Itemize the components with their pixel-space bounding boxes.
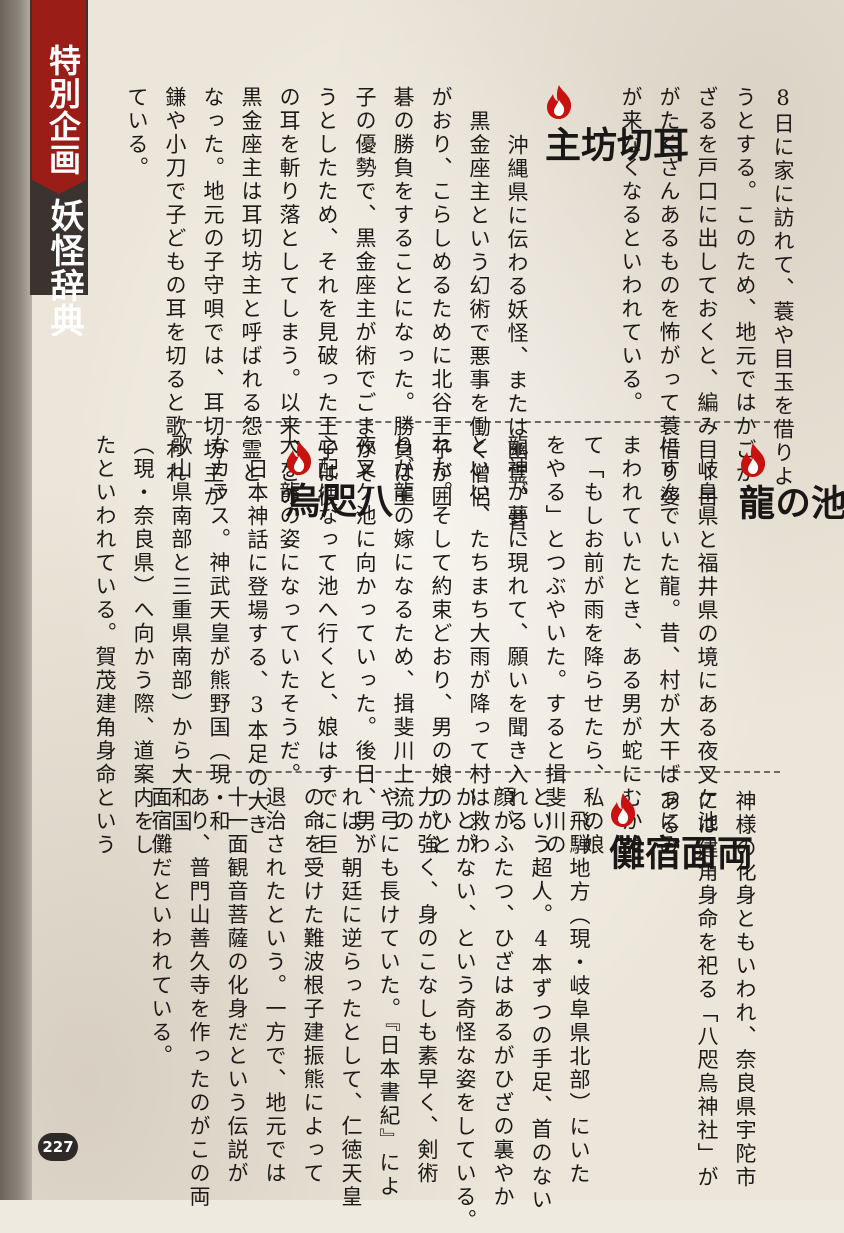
body-line: 8日に家に訪れて、蓑や目玉を借りよ — [771, 86, 795, 489]
body-line: 夜叉ケ池に向かっていった。後日、男が — [353, 434, 377, 857]
body-line: 岐阜県と福井県の境にある夜叉ケ池 — [695, 458, 719, 834]
page-number: 227 — [38, 1133, 78, 1161]
entry-title: 両面宿儺 — [603, 834, 752, 870]
body-line: かとがない、という奇怪な姿をしている。 — [453, 786, 477, 1233]
body-line: 大な龍の姿になっていたそうだ。 — [277, 434, 301, 787]
section-divider — [176, 771, 780, 773]
body-line: 顔がふたつ、ひざはあるがひざの裏やか — [491, 786, 515, 1209]
flame-icon — [611, 793, 636, 827]
body-line: 龍神が夢に現れて、願いを聞き入れる — [505, 434, 529, 834]
body-line: なカラス。神武天皇が熊野国（現・和 — [207, 434, 231, 834]
body-line: といい、たちまち大雨が降って村は救わ — [467, 434, 491, 857]
body-line: の命を受けた難波根子建振熊によって — [301, 786, 325, 1186]
body-line: が来なくなるといわれている。 — [619, 86, 643, 415]
body-line: りが龍の嫁になるため、揖斐川上流の — [391, 434, 415, 834]
body-line: の耳を斬り落としてしまう。以来、この — [277, 86, 301, 509]
body-line: 歌山県南部と三重県南部）から大和国 — [169, 434, 193, 834]
flame-icon — [287, 441, 312, 475]
section-divider — [176, 421, 780, 423]
body-line: 鎌や小刀で子どもの耳を切ると歌われ — [163, 86, 187, 486]
body-line: 子の優勢で、黒金座主が術でごまかそ — [353, 86, 377, 486]
flame-icon — [741, 443, 766, 477]
body-line: （現・奈良県）へ向かう際、道案内をし — [131, 434, 155, 857]
body-line: 神様の化身ともいわれ、奈良県宇陀市 — [733, 790, 757, 1190]
body-line: 黒金座主という幻術で悪事を働く僧侶 — [467, 110, 491, 510]
body-line: 心配になって池へ行くと、娘はすでに巨 — [315, 434, 339, 857]
body-line: 飛騨地方（現・岐阜県北部）にいた — [567, 810, 591, 1186]
body-line: ている。 — [125, 86, 149, 180]
body-line: 黒金座主は耳切坊主と呼ばれる怨霊と — [239, 86, 263, 486]
category-title: 特別企画 — [44, 44, 82, 176]
flame-icon — [547, 85, 572, 119]
page-background — [0, 0, 844, 1200]
body-line: 日本神話に登場する、3本足の大き — [245, 458, 269, 837]
entry-title: 夜叉ケ池の龍 — [733, 484, 844, 520]
body-line: には建角身命を祀る「八咫烏神社」が — [695, 790, 719, 1190]
body-line: がたくさんあるものを怖がって蓑借り婆 — [657, 86, 681, 509]
entry-title: 耳切坊主 — [539, 126, 688, 162]
body-line: うとしたため、それを見破った王子は彼 — [315, 86, 339, 509]
section-title: 妖怪辞典 — [44, 198, 84, 338]
body-line: れた。そして約束どおり、男の娘のひと — [429, 434, 453, 857]
body-line: うとする。このため、地元ではかごか、 — [733, 86, 757, 509]
body-line: たといわれている。賀茂建角身命という — [93, 434, 117, 857]
body-line: 碁の勝負をすることになった。勝負は王 — [391, 86, 415, 509]
body-line: なった。地元の子守唄では、耳切坊主が — [201, 86, 225, 509]
body-line: て「もしお前が雨を降らせたら、私の娘 — [581, 434, 605, 857]
body-line: ある。 — [657, 790, 681, 861]
body-line: まわれていたとき、ある男が蛇にむかっ — [619, 434, 643, 857]
body-line: ざるを戸口に出しておくと、編み目＝目 — [695, 86, 719, 509]
body-line: という超人。4本ずつの手足、首のない — [529, 786, 553, 1212]
body-line: あり、普門山善久寺を作ったのがこの両 — [187, 786, 211, 1209]
body-line: をやる」とつぶやいた。すると揖斐川の — [543, 434, 567, 857]
category-tab — [32, 0, 86, 180]
body-line: 沖縄県に伝わる妖怪、または幽霊。昔、 — [505, 134, 529, 557]
side-strip — [0, 0, 32, 1200]
body-line: 力が強く、身のこなしも素早く、剣術 — [415, 786, 439, 1186]
body-line: れば、朝廷に逆らったとして、仁徳天皇 — [339, 786, 363, 1209]
body-line: や弓にも長けていた。『日本書紀』によ — [377, 786, 401, 1199]
body-line: 面宿儺だといわれている。 — [149, 786, 173, 1068]
body-line: にすんでいた龍。昔、村が大干ばつにみ — [657, 434, 681, 857]
category-tab-arrow — [32, 180, 86, 194]
entry-title: 八咫烏 — [279, 482, 392, 518]
body-line: がおり、こらしめるために北谷王子が囲 — [429, 86, 453, 509]
body-line: 退治されたという。一方で、地元では — [263, 786, 287, 1186]
body-line: 十一面観音菩薩の化身だという伝説が — [225, 786, 249, 1186]
